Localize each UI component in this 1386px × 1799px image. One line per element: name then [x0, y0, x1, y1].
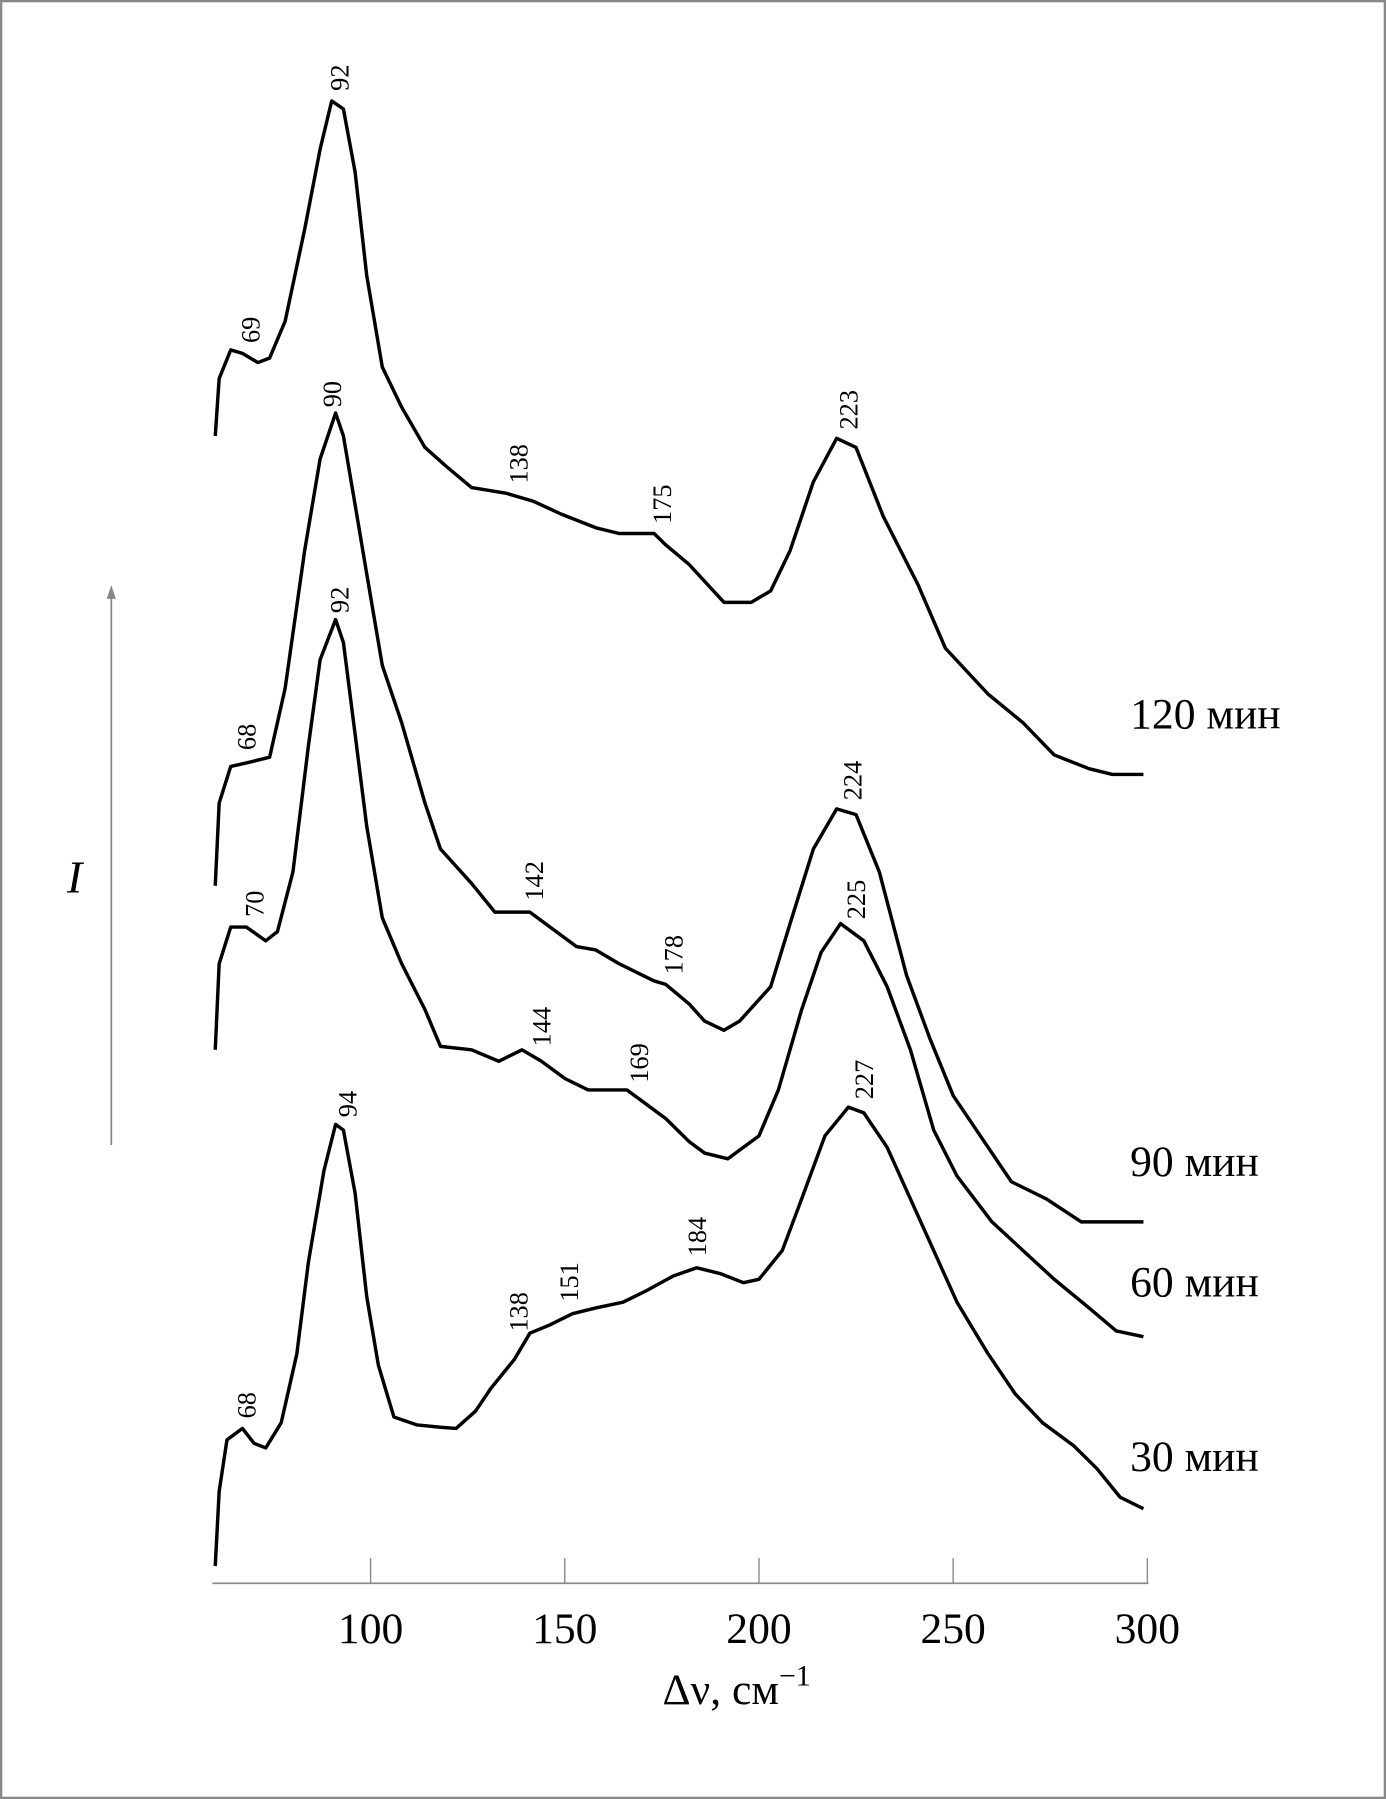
x-tick-label: 200 — [726, 1605, 791, 1653]
peak-label: 92 — [325, 587, 355, 613]
spectrum-line — [213, 99, 1144, 777]
x-tick-label: 100 — [338, 1605, 403, 1653]
peak-label: 94 — [332, 1091, 362, 1117]
series-label: 90 мин — [1130, 1138, 1259, 1186]
series-label: 60 мин — [1130, 1258, 1259, 1306]
x-axis: 100 150 200 250 300 — [212, 1558, 1180, 1653]
y-axis-label: I — [66, 852, 85, 903]
peak-label: 92 — [325, 64, 355, 90]
spectrum-line — [213, 411, 1144, 1224]
x-tick-label: 300 — [1115, 1605, 1180, 1653]
peak-label: 151 — [554, 1262, 584, 1302]
peak-label: 70 — [239, 891, 269, 917]
series-0: 69 92 138 175 223 120 мин — [213, 64, 1281, 777]
series-1: 68 90 142 178 224 90 мин — [213, 381, 1259, 1224]
series-3: 68 94 138 151 184 227 30 мин — [213, 1060, 1259, 1567]
x-tick-label: 250 — [920, 1605, 985, 1653]
peak-label: 138 — [503, 444, 533, 484]
spectrum-line — [213, 1105, 1145, 1567]
peak-label: 68 — [232, 1392, 262, 1418]
peak-label: 169 — [624, 1043, 654, 1083]
peak-label: 225 — [841, 880, 871, 920]
x-tick-label: 150 — [532, 1605, 597, 1653]
peak-label: 138 — [503, 1292, 533, 1332]
peak-label: 175 — [647, 484, 677, 524]
x-axis-label: Δν, см−1 — [663, 1659, 811, 1713]
peak-label: 227 — [849, 1060, 879, 1100]
y-axis: I — [66, 585, 116, 1146]
peak-label: 184 — [682, 1217, 712, 1257]
peak-label: 144 — [527, 1007, 557, 1047]
series-2: 70 92 144 169 225 60 мин — [213, 587, 1259, 1339]
series-label: 30 мин — [1130, 1433, 1259, 1481]
peak-label: 69 — [235, 317, 265, 343]
series-label: 120 мин — [1130, 691, 1280, 739]
peak-label: 68 — [232, 724, 262, 750]
spectrum-line — [213, 617, 1144, 1339]
y-axis-arrowhead-icon — [106, 585, 116, 599]
peak-label: 178 — [659, 935, 689, 975]
peak-label: 142 — [519, 861, 549, 901]
peak-label: 223 — [833, 390, 863, 430]
peak-label: 90 — [317, 381, 347, 407]
peak-label: 224 — [837, 761, 867, 801]
